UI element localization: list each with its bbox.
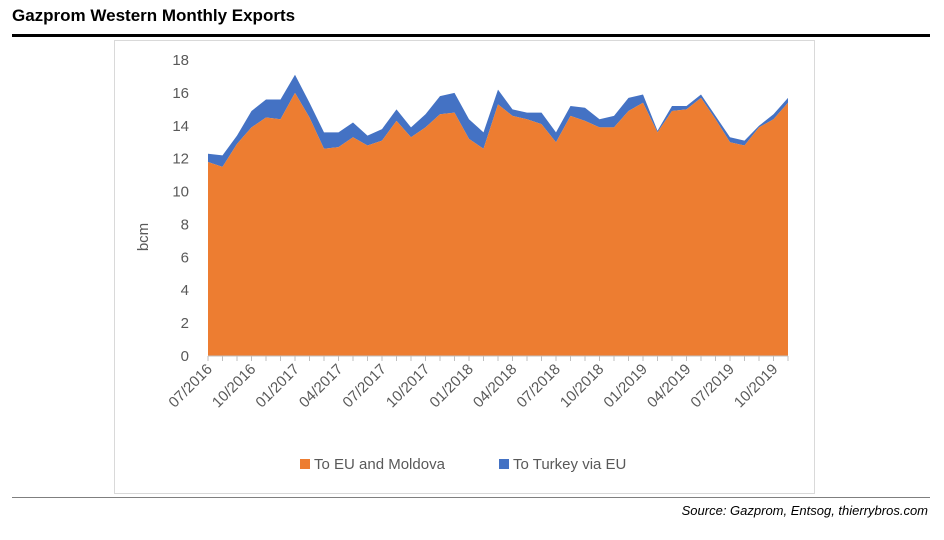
legend-swatch (300, 459, 310, 469)
chart-frame (114, 40, 815, 494)
y-tick-label: 8 (181, 216, 189, 233)
y-tick-label: 4 (181, 282, 189, 299)
x-tick-label: 07/2019 (687, 361, 737, 411)
chart-areas (208, 74, 788, 356)
y-axis-label: bcm (135, 223, 152, 251)
y-tick-labels: 0 2 4 6 8 10 12 14 16 18 (172, 52, 189, 365)
x-tick-label: 10/2017 (383, 361, 433, 411)
x-tick-label: 07/2016 (165, 361, 215, 411)
source-note: Source: Gazprom, Entsog, thierrybros.com (681, 503, 928, 518)
y-tick-label: 12 (172, 151, 189, 168)
x-tick-label: 01/2017 (252, 361, 302, 411)
chart-legend: To EU and Moldova To Turkey via EU (300, 456, 626, 473)
y-tick-label: 0 (181, 348, 189, 365)
x-tick-label: 01/2019 (600, 361, 650, 411)
x-tick-label: 07/2018 (513, 361, 563, 411)
y-tick-label: 10 (172, 184, 189, 201)
x-tick-label: 07/2017 (339, 361, 389, 411)
x-tick-labels: 07/201610/201601/201704/201707/201710/20… (165, 361, 781, 411)
x-tick-label: 04/2017 (296, 361, 346, 411)
x-tick-label: 10/2018 (557, 361, 607, 411)
legend-item-to-eu-and-moldova: To EU and Moldova (314, 456, 446, 473)
x-tick-label: 10/2019 (731, 361, 781, 411)
x-tick-label: 04/2019 (644, 361, 694, 411)
x-tick-label: 10/2016 (209, 361, 259, 411)
chart-axes (207, 355, 789, 361)
x-tick-label: 04/2018 (470, 361, 520, 411)
y-tick-label: 2 (181, 315, 189, 332)
series-area-to-turkey-via-eu (208, 74, 788, 167)
x-tick-label: 01/2018 (426, 361, 476, 411)
y-tick-label: 6 (181, 249, 189, 266)
footer-rule (12, 497, 930, 498)
series-area-to-eu-and-moldova (208, 92, 788, 356)
y-tick-label: 16 (172, 85, 189, 102)
chart-title: Gazprom Western Monthly Exports (12, 6, 296, 25)
y-tick-label: 18 (172, 52, 189, 69)
legend-swatch (499, 459, 509, 469)
title-underline (12, 34, 930, 37)
legend-item-to-turkey-via-eu: To Turkey via EU (513, 456, 626, 473)
y-tick-label: 14 (172, 118, 189, 135)
